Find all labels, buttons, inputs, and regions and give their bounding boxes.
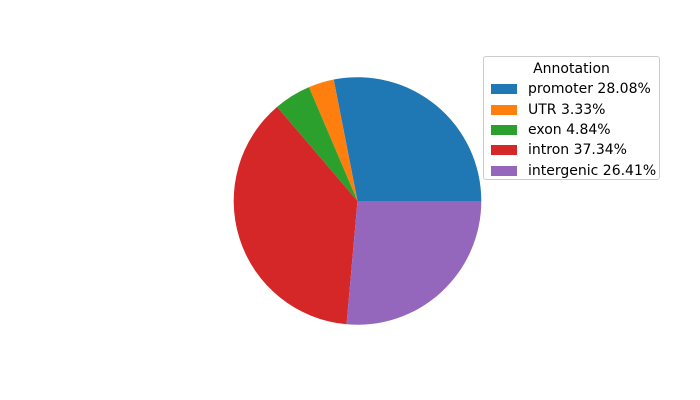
- legend-title: Annotation: [533, 61, 610, 77]
- legend-item-exon: exon 4.84%: [484, 120, 659, 140]
- legend-label: intron 37.34%: [528, 142, 627, 159]
- pie-slice-exon: [277, 87, 358, 201]
- legend-label: exon 4.84%: [528, 121, 611, 138]
- legend-label: intergenic 26.41%: [528, 162, 657, 179]
- legend-swatch-UTR: [491, 104, 517, 115]
- legend-items: promoter 28.08% UTR 3.33% exon 4.84% intron…: [484, 79, 659, 181]
- pie-slice-intergenic: [346, 201, 482, 325]
- pie-slice-promoter: [333, 77, 482, 201]
- pie-slice-intron: [233, 106, 358, 325]
- legend-item-UTR: UTR 3.33%: [484, 99, 659, 119]
- legend-item-intron: intron 37.34%: [484, 140, 659, 160]
- legend-swatch-intron: [491, 145, 517, 156]
- legend: Annotation promoter 28.08% UTR 3.33% exon …: [483, 56, 660, 180]
- legend-swatch-exon: [491, 124, 517, 135]
- legend-swatch-intergenic: [491, 165, 517, 176]
- legend-item-promoter: promoter 28.08%: [484, 79, 659, 99]
- legend-label: promoter 28.08%: [528, 81, 651, 98]
- legend-label: UTR 3.33%: [528, 101, 606, 118]
- legend-item-intergenic: intergenic 26.41%: [484, 161, 659, 181]
- legend-swatch-promoter: [491, 84, 517, 95]
- pie-slice-UTR: [308, 79, 358, 201]
